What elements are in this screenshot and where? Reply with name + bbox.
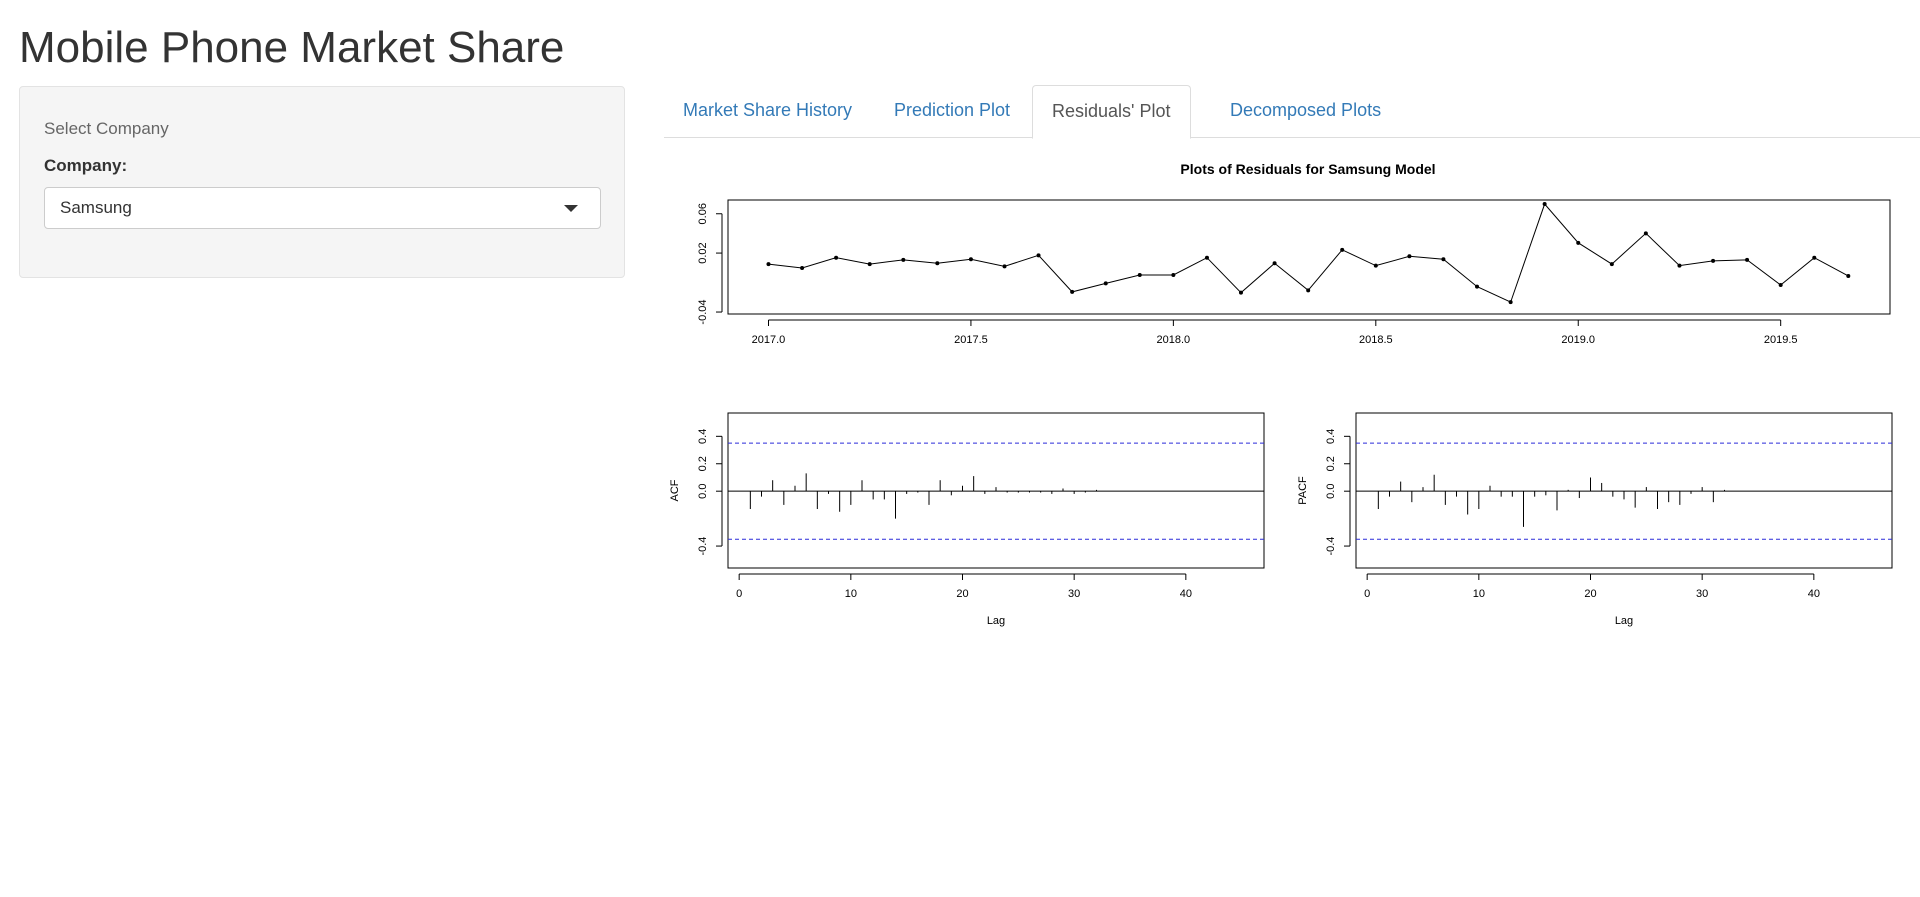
residuals-point <box>1812 255 1817 260</box>
company-select-value: Samsung <box>60 198 132 217</box>
residuals-point <box>1508 300 1513 305</box>
residuals-point <box>1609 262 1614 267</box>
pacf-y-tick-label: 0.4 <box>1325 429 1337 444</box>
tab-market-share-history[interactable]: Market Share History <box>683 100 853 120</box>
acf-y-tick-label: 0.0 <box>697 484 709 499</box>
residuals-point <box>867 262 872 267</box>
residuals-point <box>1306 288 1311 293</box>
residuals-y-tick-label: 0.02 <box>697 242 709 263</box>
pacf-y-tick-label: 0.0 <box>1325 484 1337 499</box>
residuals-point <box>901 257 906 262</box>
acf-x-axis-label: Lag <box>987 615 1005 627</box>
residuals-point <box>1340 247 1345 252</box>
residuals-point <box>1778 283 1783 288</box>
acf-y-tick-label: 0.2 <box>697 456 709 471</box>
residuals-point <box>1846 273 1851 278</box>
page-title: Mobile Phone Market Share <box>19 23 565 72</box>
residuals-point <box>935 261 940 266</box>
residuals-point <box>800 266 805 271</box>
residuals-point <box>968 257 973 262</box>
acf-x-tick-label: 20 <box>956 588 968 600</box>
residuals-point <box>1542 202 1547 207</box>
residuals-y-tick-label: -0.04 <box>697 299 709 324</box>
residuals-point <box>1238 290 1243 295</box>
residuals-point <box>1036 253 1041 258</box>
acf-chart: 0 10 20 30 40 Lag -0.4 0.0 0.2 0.4 ACF <box>669 412 1265 627</box>
residuals-point <box>1407 254 1412 259</box>
pacf-y-tick-label: 0.2 <box>1325 456 1337 471</box>
acf-x-tick-label: 30 <box>1068 588 1080 600</box>
residuals-point <box>1643 231 1648 236</box>
tab-bar: Market Share History Prediction Plot Res… <box>664 85 1920 139</box>
chevron-down-icon[interactable] <box>564 205 578 212</box>
residuals-point <box>1272 261 1277 266</box>
acf-x-tick-label: 10 <box>845 588 857 600</box>
pacf-x-tick-label: 30 <box>1696 588 1708 600</box>
residuals-point <box>1373 263 1378 268</box>
acf-y-tick-label: -0.4 <box>697 537 709 556</box>
residuals-point <box>1711 258 1716 263</box>
pacf-chart: 0 10 20 30 40 Lag -0.4 0.0 0.2 0.4 PACF <box>1297 412 1893 627</box>
residuals-point <box>1441 257 1446 262</box>
pacf-x-tick-label: 0 <box>1364 588 1370 600</box>
acf-y-tick-label: 0.4 <box>697 429 709 444</box>
residuals-point <box>1576 240 1581 245</box>
company-label: Company: <box>44 156 128 175</box>
residuals-x-tick-label: 2019.5 <box>1764 334 1798 346</box>
acf-y-axis-label: ACF <box>669 479 681 501</box>
company-select[interactable]: Samsung <box>44 187 601 229</box>
residuals-point <box>1745 257 1750 262</box>
residuals-x-tick-label: 2017.5 <box>954 334 988 346</box>
residuals-point <box>766 262 771 267</box>
residuals-point <box>1137 272 1142 277</box>
residuals-point <box>1475 284 1480 289</box>
residuals-point <box>1204 255 1209 260</box>
tab-residuals-plot[interactable]: Residuals' Plot <box>1032 85 1191 139</box>
residuals-chart-title: Plots of Residuals for Samsung Model <box>1180 161 1435 177</box>
residuals-point <box>834 255 839 260</box>
tab-prediction-plot[interactable]: Prediction Plot <box>894 100 1011 120</box>
acf-x-tick-label: 40 <box>1180 588 1192 600</box>
residuals-x-tick-label: 2018.0 <box>1157 334 1191 346</box>
residuals-point <box>1070 289 1075 294</box>
pacf-x-tick-label: 40 <box>1808 588 1820 600</box>
residuals-y-tick-label: 0.06 <box>697 203 709 224</box>
residuals-plot-area: Plots of Residuals for Samsung Model 201… <box>664 150 1920 650</box>
select-company-heading: Select Company <box>44 119 169 138</box>
tab-decomposed-plots[interactable]: Decomposed Plots <box>1230 100 1382 120</box>
sidebar-panel: Select Company Company: Samsung <box>19 86 625 278</box>
residuals-point <box>1103 281 1108 286</box>
residuals-plots-svg: Plots of Residuals for Samsung Model 201… <box>669 161 1893 627</box>
pacf-x-axis-label: Lag <box>1615 615 1633 627</box>
residuals-plot-frame <box>727 199 1891 315</box>
residuals-x-tick-label: 2018.5 <box>1359 334 1393 346</box>
residuals-point <box>1171 272 1176 277</box>
acf-x-tick-label: 0 <box>736 588 742 600</box>
pacf-x-tick-label: 20 <box>1584 588 1596 600</box>
residuals-series-line <box>768 203 1849 303</box>
acf-plot-frame <box>727 412 1265 569</box>
residuals-x-tick-label: 2019.0 <box>1561 334 1595 346</box>
pacf-y-axis-label: PACF <box>1297 476 1309 505</box>
residuals-x-tick-label: 2017.0 <box>752 334 786 346</box>
residuals-point <box>1677 263 1682 268</box>
residuals-point <box>1002 264 1007 269</box>
pacf-y-tick-label: -0.4 <box>1325 537 1337 556</box>
pacf-x-tick-label: 10 <box>1473 588 1485 600</box>
residuals-time-series: 2017.0 2017.5 2018.0 2018.5 2019.0 2019.5 -0.0… <box>697 199 1891 346</box>
pacf-plot-frame <box>1355 412 1893 569</box>
